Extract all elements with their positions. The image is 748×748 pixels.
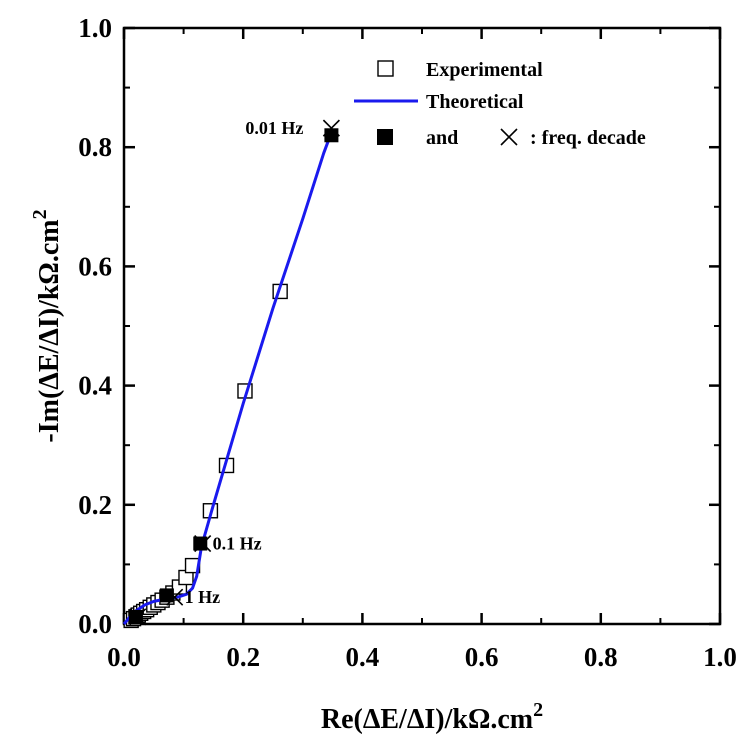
x-tick-label: 1.0 — [703, 642, 737, 672]
legend-marker-decade-x — [500, 128, 518, 146]
legend-label-theoretical: Theoretical — [426, 91, 524, 113]
x-axis-label: Re(ΔE/ΔI)/kΩ.cm2 — [321, 699, 543, 735]
y-axis-label: -Im(ΔE/ΔI)/kΩ.cm2 — [29, 209, 65, 442]
legend-label-decade: : freq. decade — [530, 127, 646, 149]
y-tick-label: 0.2 — [78, 490, 112, 520]
y-tick-label: 0.6 — [78, 251, 112, 281]
x-tick-label: 0.6 — [465, 642, 499, 672]
legend: Experimental Theoretical and : freq. decade — [354, 59, 646, 149]
frequency-annotations: 0.01 Hz 0.1 Hz 1 Hz — [185, 118, 304, 607]
theoretical-decade-x — [322, 119, 340, 137]
experimental-decade-point — [193, 536, 208, 551]
theoretical-decade-x — [166, 588, 184, 606]
theoretical-decade-x — [194, 534, 212, 553]
legend-marker-experimental — [377, 60, 394, 77]
y-tick-label: 1.0 — [78, 13, 112, 43]
legend-label-and: and — [426, 127, 458, 149]
theoretical-line — [122, 128, 335, 625]
tick-labels: 0.0 0.2 0.4 0.6 0.8 1.0 0.0 0.2 0.4 0.6 0.8 1.0 — [78, 13, 737, 672]
x-tick-label: 0.2 — [226, 642, 260, 672]
x-axis-label-superscript: 2 — [533, 699, 543, 721]
legend-marker-decade-filled — [377, 129, 393, 145]
x-tick-label: 0.4 — [346, 642, 380, 672]
y-tick-label: 0.8 — [78, 132, 112, 162]
frequency-label: 1 Hz — [185, 587, 221, 607]
frequency-label: 0.1 Hz — [213, 534, 262, 554]
frequency-label: 0.01 Hz — [245, 118, 303, 138]
y-tick-label: 0.0 — [78, 609, 112, 639]
y-axis-label-superscript: 2 — [29, 209, 51, 219]
experimental-decade-point — [324, 128, 339, 143]
y-tick-label: 0.4 — [78, 371, 112, 401]
theoretical-decade-x — [129, 608, 147, 626]
x-tick-label: 0.8 — [584, 642, 618, 672]
legend-label-experimental: Experimental — [426, 59, 543, 81]
plot-series — [122, 119, 340, 629]
x-tick-label: 0.0 — [107, 642, 141, 672]
experimental-decade-point — [128, 609, 143, 624]
